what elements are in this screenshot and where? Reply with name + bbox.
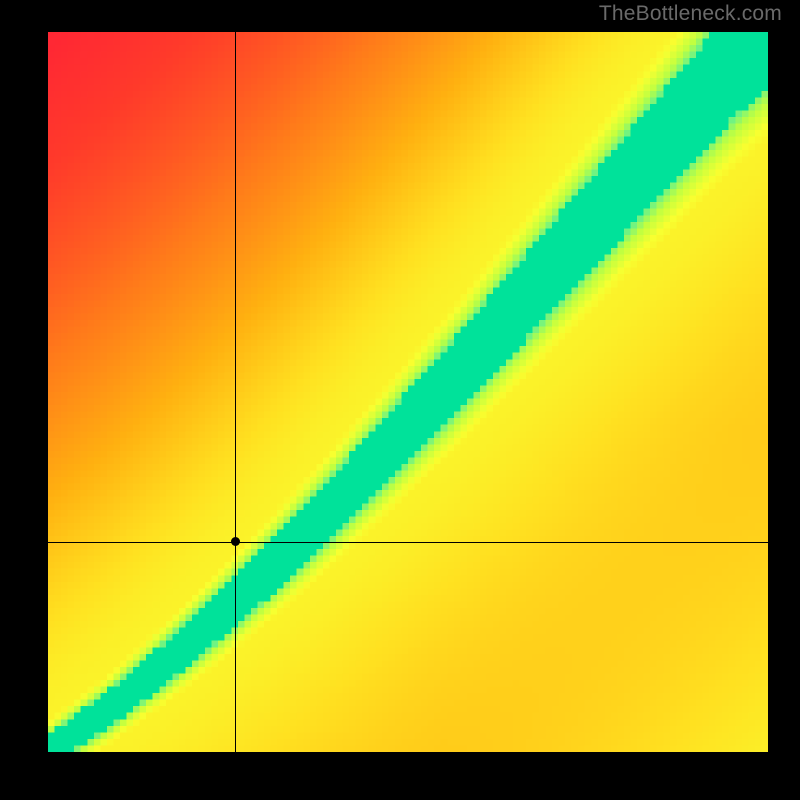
- crosshair-marker: [231, 537, 240, 546]
- chart-container: TheBottleneck.com: [0, 0, 800, 800]
- bottleneck-heatmap: [48, 32, 768, 752]
- crosshair-vertical: [235, 32, 236, 752]
- crosshair-horizontal: [48, 542, 768, 543]
- watermark-text: TheBottleneck.com: [599, 2, 782, 26]
